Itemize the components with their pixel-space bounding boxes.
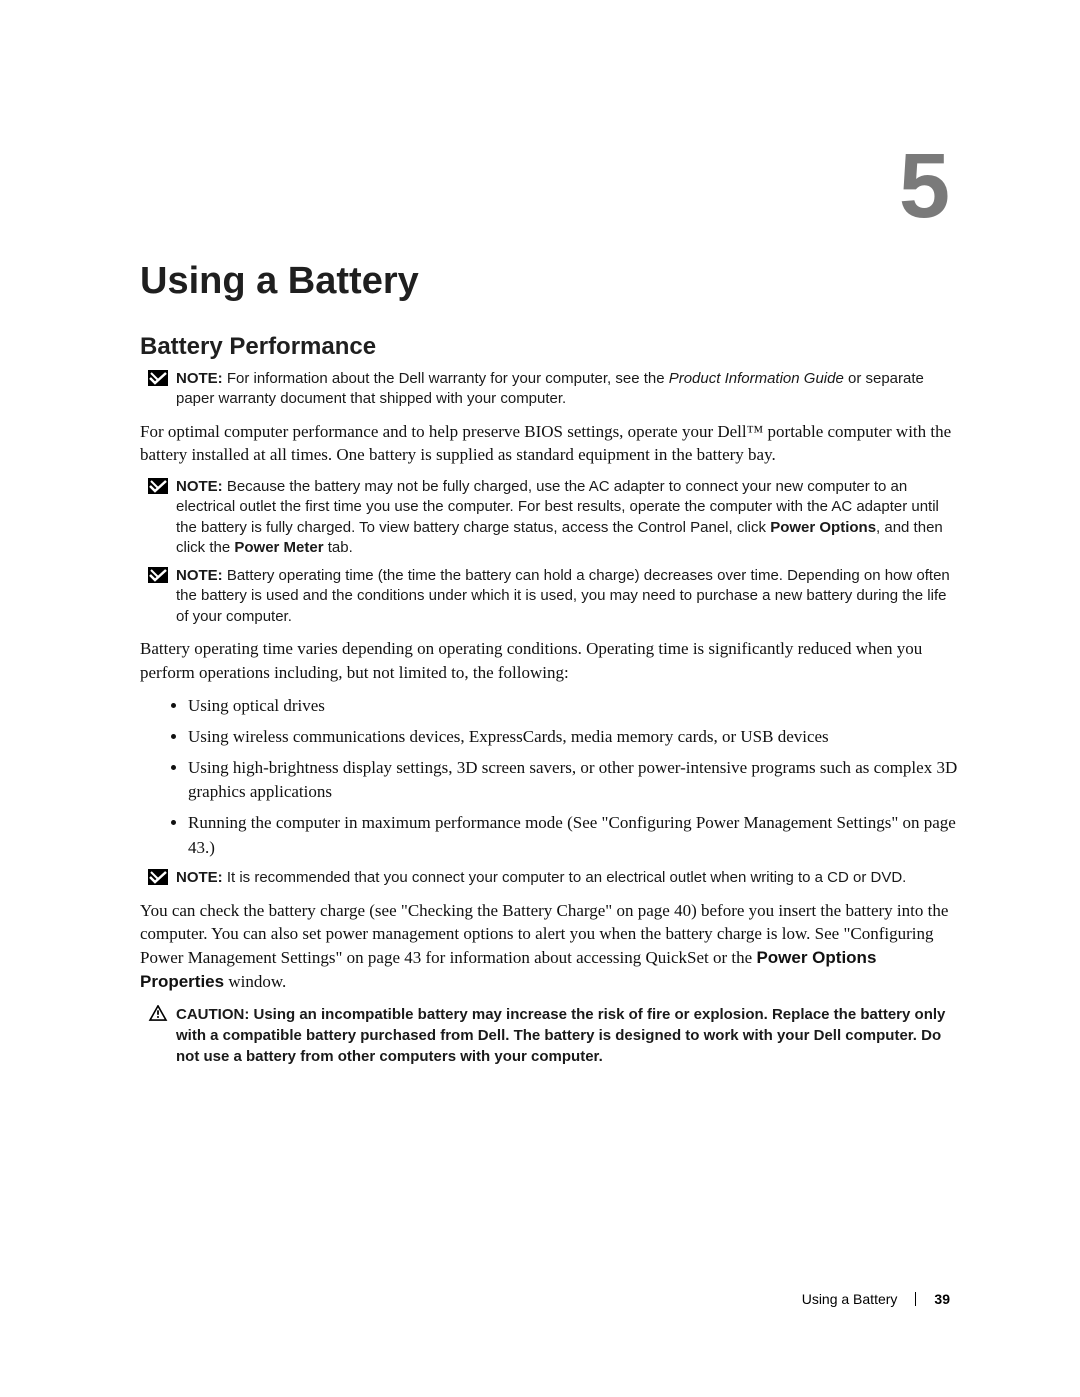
paragraph-2: Battery operating time varies depending …	[140, 637, 960, 685]
page-footer: Using a Battery 39	[802, 1291, 950, 1307]
note-text-1: NOTE: For information about the Dell war…	[176, 369, 960, 410]
note-block-4: NOTE: It is recommended that you connect…	[140, 868, 960, 888]
footer-divider	[915, 1292, 916, 1306]
note-label: NOTE:	[176, 567, 223, 584]
note-block-3: NOTE: Battery operating time (the time t…	[140, 566, 960, 627]
section-title: Battery Performance	[140, 333, 960, 361]
list-item: Using high-brightness display settings, …	[188, 756, 960, 805]
chapter-title: Using a Battery	[140, 260, 960, 303]
footer-page-number: 39	[934, 1291, 950, 1307]
note-block-2: NOTE: Because the battery may not be ful…	[140, 477, 960, 558]
note-label: NOTE:	[176, 478, 223, 495]
document-page: 5 Using a Battery Battery Performance NO…	[0, 0, 1080, 1397]
list-item: Using wireless communications devices, E…	[188, 725, 960, 750]
note2-bold1: Power Options	[770, 519, 876, 536]
note1-a: For information about the Dell warranty …	[223, 370, 669, 387]
note-text-4: NOTE: It is recommended that you connect…	[176, 868, 906, 888]
para3-b: window.	[224, 972, 286, 991]
paragraph-3: You can check the battery charge (see "C…	[140, 899, 960, 994]
note-text-2: NOTE: Because the battery may not be ful…	[176, 477, 960, 558]
paragraph-1: For optimal computer performance and to …	[140, 420, 960, 468]
chapter-number: 5	[899, 140, 950, 232]
note-icon	[148, 567, 168, 583]
list-item: Running the computer in maximum performa…	[188, 811, 960, 860]
caution-body: Using an incompatible battery may increa…	[176, 1006, 945, 1065]
note-label: NOTE:	[176, 370, 223, 387]
caution-block: CAUTION: Using an incompatible battery m…	[140, 1004, 960, 1067]
bullet-list: Using optical drives Using wireless comm…	[140, 694, 960, 860]
note2-bold2: Power Meter	[234, 539, 323, 556]
caution-text: CAUTION: Using an incompatible battery m…	[176, 1004, 960, 1067]
note4-text: It is recommended that you connect your …	[223, 869, 907, 886]
note-icon	[148, 869, 168, 885]
caution-label: CAUTION:	[176, 1006, 249, 1023]
footer-section: Using a Battery	[802, 1291, 898, 1307]
note2-c: tab.	[324, 539, 353, 556]
note3-text: Battery operating time (the time the bat…	[176, 567, 950, 625]
caution-icon	[148, 1005, 168, 1021]
note-text-3: NOTE: Battery operating time (the time t…	[176, 566, 960, 627]
note-label: NOTE:	[176, 869, 223, 886]
note-block-1: NOTE: For information about the Dell war…	[140, 369, 960, 410]
note-icon	[148, 478, 168, 494]
note1-italic: Product Information Guide	[669, 370, 844, 387]
list-item: Using optical drives	[188, 694, 960, 719]
note-icon	[148, 370, 168, 386]
